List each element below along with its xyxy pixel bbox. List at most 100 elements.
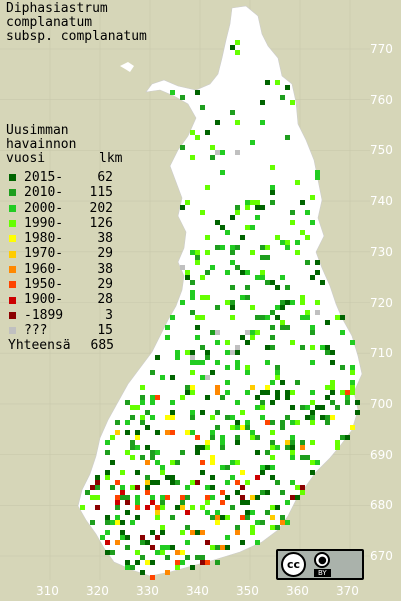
observation-dot [130,455,135,460]
observation-dot [145,505,150,510]
observation-dot [200,505,205,510]
observation-dot [275,505,280,510]
observation-dot [245,390,250,395]
observation-dot [125,495,130,500]
observation-dot [270,475,275,480]
observation-dot [300,485,305,490]
observation-dot [250,330,255,335]
observation-dot [310,415,315,420]
observation-dot [230,110,235,115]
observation-dot [325,420,330,425]
observation-dot [185,555,190,560]
observation-dot [225,270,230,275]
observation-dot [240,410,245,415]
legend-item-count: 202 [89,200,113,216]
observation-dot [220,170,225,175]
observation-dot [235,150,240,155]
observation-dot [265,280,270,285]
observation-dot [210,455,215,460]
observation-dot [185,430,190,435]
observation-dot [120,535,125,540]
observation-dot [105,520,110,525]
observation-dot [270,200,275,205]
observation-dot [105,550,110,555]
observation-dot [230,250,235,255]
legend-item-label: 1960- [24,261,64,277]
observation-dot [295,240,300,245]
observation-dot [130,565,135,570]
observation-dot [165,555,170,560]
observation-dot [265,510,270,515]
observation-dot [175,550,180,555]
observation-dot [195,555,200,560]
observation-dot [345,400,350,405]
observation-dot [160,495,165,500]
observation-dot [155,505,160,510]
observation-dot [235,525,240,530]
observation-dot [355,400,360,405]
observation-dot [260,415,265,420]
observation-dot [260,245,265,250]
observation-dot [180,300,185,305]
observation-dot [125,545,130,550]
observation-dot [190,415,195,420]
observation-dot [230,285,235,290]
observation-dot [215,390,220,395]
observation-dot [285,500,290,505]
observation-dot [235,265,240,270]
observation-dot [345,395,350,400]
observation-dot [245,225,250,230]
observation-dot [245,500,250,505]
observation-dot [235,350,240,355]
observation-dot [200,345,205,350]
observation-dot [135,560,140,565]
observation-dot [280,320,285,325]
observation-dot [140,570,145,575]
observation-dot [275,395,280,400]
observation-dot [275,525,280,530]
license-badge[interactable]: cc ● BY [276,549,364,580]
legend-col-year: vuosi [6,151,46,166]
observation-dot [155,395,160,400]
observation-dot [205,510,210,515]
observation-dot [170,415,175,420]
observation-dot [310,345,315,350]
observation-dot [230,505,235,510]
observation-dot [165,545,170,550]
observation-dot [260,255,265,260]
observation-dot [160,375,165,380]
observation-dot [255,315,260,320]
observation-dot [220,500,225,505]
observation-dot [170,400,175,405]
observation-dot [115,495,120,500]
observation-dot [280,515,285,520]
observation-dot [315,405,320,410]
observation-dot [330,400,335,405]
observation-dot [225,535,230,540]
legend-swatch [9,174,16,182]
observation-dot [180,495,185,500]
legend-swatch [9,189,16,197]
observation-dot [195,260,200,265]
observation-dot [255,520,260,525]
observation-dot [270,400,275,405]
observation-dot [265,490,270,495]
observation-dot [245,200,250,205]
observation-dot [140,385,145,390]
observation-dot [205,250,210,255]
observation-dot [135,435,140,440]
observation-dot [155,355,160,360]
observation-dot [270,335,275,340]
observation-dot [150,530,155,535]
observation-dot [255,475,260,480]
observation-dot [210,485,215,490]
observation-dot [210,145,215,150]
legend-item-label: 2015- [24,170,64,185]
observation-dot [210,435,215,440]
observation-dot [290,100,295,105]
observation-dot [220,225,225,230]
observation-dot [260,405,265,410]
observation-dot [200,360,205,365]
observation-dot [175,355,180,360]
observation-dot [160,525,165,530]
